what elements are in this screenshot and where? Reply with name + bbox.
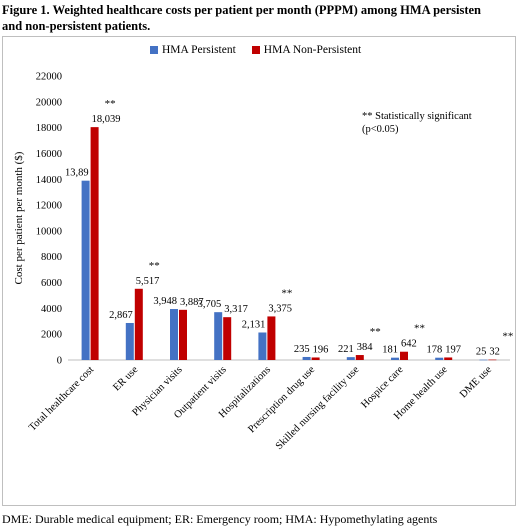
data-label: 3,375 [268, 303, 292, 314]
bar-persistent [391, 357, 399, 360]
significance-marker: ** [281, 287, 292, 299]
data-label: 384 [357, 342, 374, 353]
bar-non-persistent [90, 127, 99, 361]
legend-label-non-persistent: HMA Non-Persistent [263, 44, 362, 56]
bar-non-persistent [400, 351, 408, 360]
y-tick-label: 2000 [41, 330, 62, 341]
significance-marker: ** [105, 98, 116, 110]
significance-note: ** Statistically significant (p<0.05) [362, 111, 472, 135]
data-label: 25 [476, 347, 487, 358]
bar-persistent [346, 357, 355, 360]
bar-persistent [81, 180, 90, 360]
bar-non-persistent [134, 288, 143, 360]
bar-non-persistent [267, 316, 276, 360]
data-label: 181 [382, 345, 398, 356]
significance-marker: ** [370, 326, 381, 338]
legend-swatch-non-persistent [251, 46, 260, 54]
data-label: 235 [294, 344, 310, 355]
y-tick-label: 0 [57, 356, 62, 367]
x-tick-label: DME use [458, 364, 494, 400]
bar-persistent [302, 356, 311, 360]
bar-non-persistent [488, 359, 497, 361]
data-label: 5,517 [136, 276, 160, 287]
data-label: 178 [426, 345, 442, 356]
y-tick-label: 22000 [36, 72, 62, 83]
bar-non-persistent [223, 317, 232, 360]
data-label: 196 [313, 344, 329, 355]
data-label: 2,867 [109, 310, 133, 321]
legend-item-persistent: HMA Persistent [150, 44, 236, 56]
bar-non-persistent [179, 309, 187, 360]
y-tick-label: 8000 [41, 252, 62, 263]
bar-persistent [125, 322, 134, 360]
x-tick-label: Total healthcare cost [27, 364, 96, 433]
y-tick-label: 4000 [41, 304, 62, 315]
legend-label-persistent: HMA Persistent [162, 44, 236, 56]
bar-persistent [170, 309, 178, 360]
significance-marker: ** [502, 331, 513, 343]
significance-marker: ** [149, 260, 160, 272]
data-label: 197 [445, 344, 461, 355]
y-tick-label: 16000 [36, 149, 62, 160]
data-label: 221 [338, 344, 354, 355]
y-tick-label: 10000 [36, 226, 62, 237]
x-tick-label: Skilled nursing facility use [274, 364, 362, 452]
bar-non-persistent [444, 357, 453, 360]
data-label: 3,705 [198, 299, 222, 310]
legend-swatch-persistent [150, 46, 158, 54]
bar-persistent [479, 359, 488, 361]
y-tick-label: 12000 [36, 201, 62, 212]
figure-title: Figure 1. Weighted healthcare costs per … [2, 3, 482, 33]
data-label: 18,039 [92, 114, 121, 125]
data-label: 2,131 [242, 319, 266, 330]
chart-frame [2, 36, 516, 506]
data-label: 3,887 [180, 297, 204, 308]
bar-persistent [258, 332, 267, 360]
footnote: DME: Durable medical equipment; ER: Emer… [2, 512, 438, 526]
bar-non-persistent [311, 357, 320, 360]
y-tick-label: 14000 [36, 175, 62, 186]
bar-non-persistent [355, 355, 364, 360]
legend-item-non-persistent: HMA Non-Persistent [251, 44, 362, 56]
significance-marker: ** [414, 323, 425, 335]
data-label: 3,948 [153, 296, 177, 307]
x-tick-label: Hospice care [359, 364, 406, 411]
bar-persistent [214, 312, 223, 360]
y-tick-label: 20000 [36, 97, 62, 108]
y-tick-label: 18000 [36, 123, 62, 134]
y-axis-label: Cost per patient per month ($) [13, 151, 25, 284]
x-tick-label: ER use [111, 364, 140, 393]
data-label: 13,89 [65, 168, 89, 179]
data-label: 32 [489, 347, 500, 358]
data-label: 3,317 [224, 304, 248, 315]
data-label: 642 [401, 339, 417, 350]
legend: HMA Persistent HMA Non-Persistent [150, 44, 361, 56]
bar-persistent [435, 357, 444, 360]
y-tick-label: 6000 [41, 278, 62, 289]
